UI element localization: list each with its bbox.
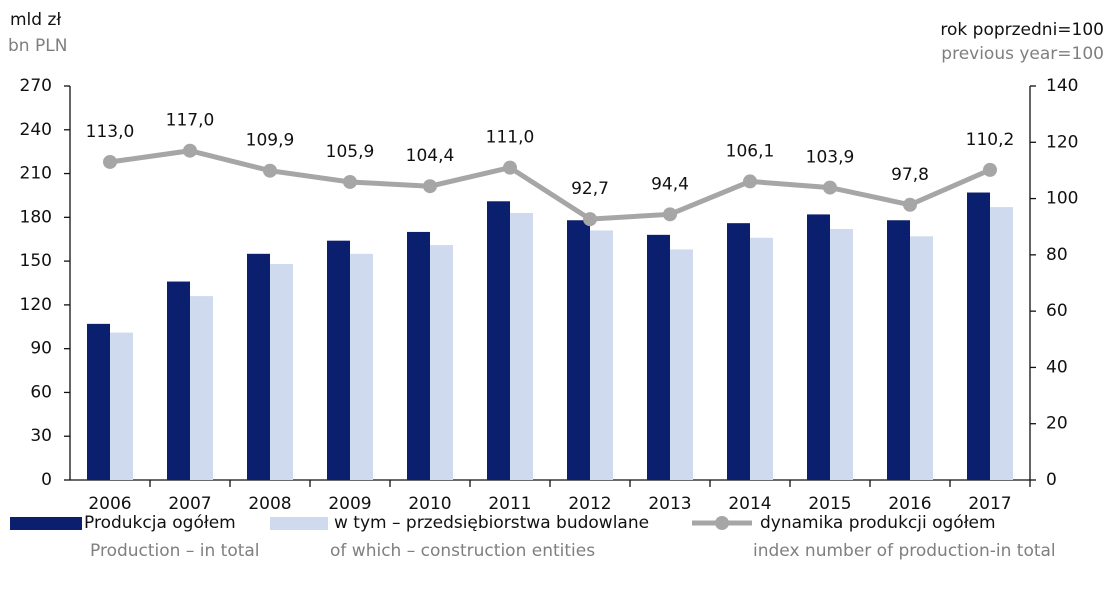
bar <box>887 220 910 481</box>
legend-label: w tym – przedsiębiorstwa budowlane <box>334 513 649 533</box>
bar <box>967 192 990 480</box>
bar <box>167 281 190 480</box>
data-label: 110,2 <box>966 130 1015 150</box>
line-marker <box>103 154 117 169</box>
bar <box>647 234 670 480</box>
x-tick-label: 2016 <box>888 494 931 514</box>
bar <box>430 245 453 480</box>
y-tick-label: 180 <box>20 207 52 227</box>
line-marker <box>183 143 197 158</box>
data-label: 117,0 <box>166 111 215 131</box>
line-marker <box>823 180 837 195</box>
x-tick-label: 2017 <box>968 494 1011 514</box>
x-tick-label: 2011 <box>488 494 531 514</box>
line-marker <box>503 160 517 175</box>
y2-axis-title: rok poprzedni=100 <box>940 20 1104 40</box>
legend-label-en: of which – construction entities <box>330 541 595 561</box>
x-tick-label: 2009 <box>328 494 371 514</box>
data-label: 92,7 <box>571 179 609 199</box>
bar <box>327 240 350 480</box>
bar <box>270 264 293 480</box>
bar <box>807 214 830 481</box>
legend-label-en: index number of production-in total <box>753 541 1056 561</box>
x-tick-label: 2008 <box>248 494 291 514</box>
y-tick-label: 60 <box>30 382 52 402</box>
legend-label: dynamika produkcji ogółem <box>760 513 996 533</box>
bar <box>487 201 510 480</box>
y2-tick-label: 140 <box>1046 76 1078 96</box>
x-tick-label: 2015 <box>808 494 851 514</box>
x-tick-label: 2006 <box>88 494 131 514</box>
y2-tick-label: 80 <box>1046 245 1068 265</box>
bar <box>910 236 933 480</box>
data-label: 105,9 <box>326 142 375 162</box>
data-label: 109,9 <box>246 131 295 151</box>
line-marker <box>903 197 917 212</box>
bar <box>247 253 270 480</box>
line <box>109 148 991 222</box>
bar <box>830 229 853 480</box>
y2-tick-label: 0 <box>1046 470 1057 490</box>
line-marker <box>343 174 357 189</box>
y-tick-label: 240 <box>20 120 52 140</box>
bar <box>727 223 750 481</box>
y-tick-label: 150 <box>20 251 52 271</box>
line-marker <box>663 207 677 222</box>
bar <box>110 332 133 480</box>
data-label: 94,4 <box>651 174 689 194</box>
line-marker <box>743 174 757 189</box>
line-marker <box>263 163 277 178</box>
x-tick-label: 2010 <box>408 494 451 514</box>
y-tick-label: 120 <box>20 295 52 315</box>
bar <box>87 323 110 480</box>
y2-axis-title-en: previous year=100 <box>941 44 1104 64</box>
data-label: 103,9 <box>806 148 855 168</box>
data-label: 106,1 <box>726 141 775 161</box>
y-axis-title: mld zł <box>10 10 61 30</box>
y-tick-label: 90 <box>30 339 52 359</box>
bar <box>750 237 773 480</box>
y2-tick-label: 120 <box>1046 132 1078 152</box>
y-tick-label: 30 <box>30 426 52 446</box>
bar <box>350 253 373 480</box>
bar <box>990 207 1013 480</box>
y-tick-label: 270 <box>20 76 52 96</box>
line-marker <box>983 162 997 177</box>
x-tick-label: 2013 <box>648 494 691 514</box>
y2-tick-label: 40 <box>1046 357 1068 377</box>
y2-tick-label: 60 <box>1046 301 1068 321</box>
data-label: 104,4 <box>406 146 455 166</box>
x-tick-label: 2007 <box>168 494 211 514</box>
y-axis-title-en: bn PLN <box>8 36 67 56</box>
y-tick-label: 210 <box>20 164 52 184</box>
x-tick-label: 2014 <box>728 494 771 514</box>
bar <box>567 220 590 481</box>
legend-label: Produkcja ogółem <box>84 513 236 533</box>
data-label: 113,0 <box>86 122 135 142</box>
data-label: 111,0 <box>486 128 535 148</box>
legend-swatch <box>270 517 328 530</box>
line-marker <box>423 179 437 194</box>
legend-label-en: Production – in total <box>90 541 260 561</box>
bar <box>407 231 430 480</box>
bar <box>670 249 693 480</box>
bar <box>590 230 613 480</box>
y2-tick-label: 100 <box>1046 189 1078 209</box>
bar <box>510 212 533 480</box>
data-label: 97,8 <box>891 165 929 185</box>
line-marker <box>583 212 597 227</box>
legend-swatch <box>10 517 82 530</box>
x-tick-label: 2012 <box>568 494 611 514</box>
bar <box>190 296 213 480</box>
legend-swatch-marker <box>715 516 729 530</box>
y-tick-label: 0 <box>41 470 52 490</box>
y2-tick-label: 20 <box>1046 414 1068 434</box>
